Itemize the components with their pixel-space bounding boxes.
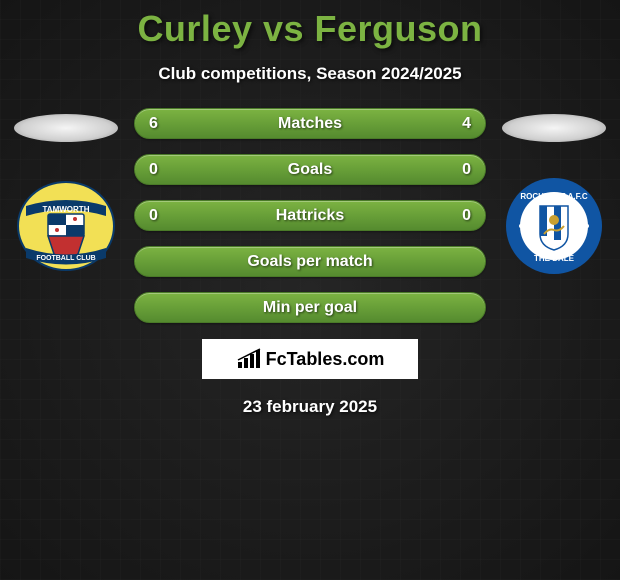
stat-label: Hattricks bbox=[276, 207, 344, 225]
stat-left-value: 0 bbox=[149, 161, 158, 179]
stat-label: Goals per match bbox=[247, 253, 372, 271]
stat-left-value: 0 bbox=[149, 207, 158, 225]
right-column: ROCHDALE A.F.C THE DALE bbox=[494, 108, 614, 276]
stat-label: Min per goal bbox=[263, 299, 357, 317]
chart-icon bbox=[236, 348, 262, 370]
stat-left-value: 6 bbox=[149, 115, 158, 133]
stats-column: 6 Matches 4 0 Goals 0 0 Hattricks 0 Goal… bbox=[126, 108, 494, 323]
comparison-title: Curley vs Ferguson bbox=[0, 0, 620, 50]
main-row: TAMWORTH FOOTBALL CLUB 6 Matches 4 bbox=[0, 108, 620, 323]
stat-right-value: 0 bbox=[462, 207, 471, 225]
stat-right-value: 4 bbox=[462, 115, 471, 133]
stat-row-matches: 6 Matches 4 bbox=[134, 108, 486, 139]
right-club-badge: ROCHDALE A.F.C THE DALE bbox=[504, 176, 604, 276]
svg-text:ROCHDALE A.F.C: ROCHDALE A.F.C bbox=[520, 192, 587, 201]
svg-text:TAMWORTH: TAMWORTH bbox=[43, 205, 90, 214]
rochdale-badge-icon: ROCHDALE A.F.C THE DALE bbox=[504, 176, 604, 276]
left-column: TAMWORTH FOOTBALL CLUB bbox=[6, 108, 126, 276]
svg-text:THE DALE: THE DALE bbox=[534, 254, 575, 263]
content-wrapper: Curley vs Ferguson Club competitions, Se… bbox=[0, 0, 620, 417]
vs-separator: vs bbox=[252, 8, 314, 49]
season-subtitle: Club competitions, Season 2024/2025 bbox=[0, 64, 620, 84]
tamworth-badge-icon: TAMWORTH FOOTBALL CLUB bbox=[16, 176, 116, 276]
left-club-badge: TAMWORTH FOOTBALL CLUB bbox=[16, 176, 116, 276]
stat-row-min-per-goal: Min per goal bbox=[134, 292, 486, 323]
player2-name: Ferguson bbox=[315, 8, 483, 49]
svg-text:FOOTBALL CLUB: FOOTBALL CLUB bbox=[36, 255, 95, 262]
stat-label: Matches bbox=[278, 115, 342, 133]
player1-name: Curley bbox=[137, 8, 252, 49]
stat-row-goals: 0 Goals 0 bbox=[134, 154, 486, 185]
brand-box: FcTables.com bbox=[202, 339, 418, 379]
date-text: 23 february 2025 bbox=[0, 397, 620, 417]
stat-row-goals-per-match: Goals per match bbox=[134, 246, 486, 277]
brand-text: FcTables.com bbox=[266, 349, 385, 370]
stat-row-hattricks: 0 Hattricks 0 bbox=[134, 200, 486, 231]
player2-avatar-placeholder bbox=[502, 114, 606, 142]
stat-right-value: 0 bbox=[462, 161, 471, 179]
stat-label: Goals bbox=[288, 161, 332, 179]
player1-avatar-placeholder bbox=[14, 114, 118, 142]
